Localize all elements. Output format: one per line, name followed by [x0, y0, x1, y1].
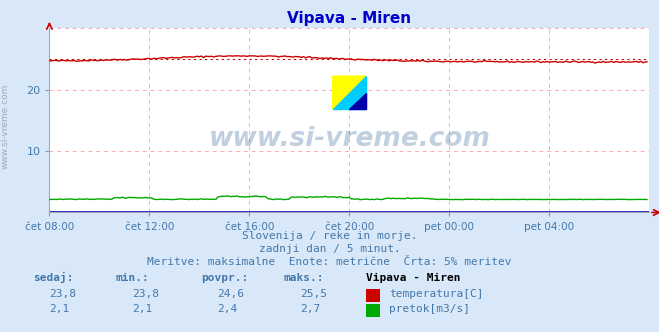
- Text: pretok[m3/s]: pretok[m3/s]: [389, 304, 470, 314]
- Text: povpr.:: povpr.:: [201, 273, 248, 283]
- Text: 2,7: 2,7: [300, 304, 320, 314]
- Text: Meritve: maksimalne  Enote: metrične  Črta: 5% meritev: Meritve: maksimalne Enote: metrične Črta…: [147, 257, 512, 267]
- Text: Slovenija / reke in morje.: Slovenija / reke in morje.: [242, 231, 417, 241]
- Title: Vipava - Miren: Vipava - Miren: [287, 11, 411, 26]
- Text: www.si-vreme.com: www.si-vreme.com: [1, 83, 10, 169]
- Text: 23,8: 23,8: [49, 289, 76, 299]
- Polygon shape: [349, 93, 366, 109]
- Text: www.si-vreme.com: www.si-vreme.com: [208, 126, 490, 152]
- Text: temperatura[C]: temperatura[C]: [389, 289, 483, 299]
- Text: sedaj:: sedaj:: [33, 272, 73, 283]
- Text: Vipava - Miren: Vipava - Miren: [366, 273, 460, 283]
- Text: 2,1: 2,1: [49, 304, 70, 314]
- Text: 25,5: 25,5: [300, 289, 327, 299]
- Text: maks.:: maks.:: [283, 273, 324, 283]
- Text: 2,1: 2,1: [132, 304, 152, 314]
- Text: min.:: min.:: [115, 273, 149, 283]
- Text: 2,4: 2,4: [217, 304, 238, 314]
- Text: 24,6: 24,6: [217, 289, 244, 299]
- Text: zadnji dan / 5 minut.: zadnji dan / 5 minut.: [258, 244, 401, 254]
- Polygon shape: [333, 76, 366, 109]
- Text: 23,8: 23,8: [132, 289, 159, 299]
- Polygon shape: [333, 76, 366, 109]
